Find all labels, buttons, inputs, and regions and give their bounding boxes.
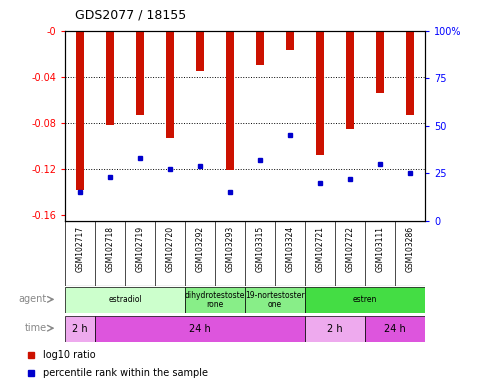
Text: GSM103293: GSM103293 [226, 226, 235, 272]
Text: GSM102719: GSM102719 [136, 226, 145, 272]
Bar [406, 31, 414, 115]
Text: GSM103286: GSM103286 [406, 226, 414, 272]
Bar [227, 31, 234, 170]
Bar [106, 31, 114, 125]
Text: agent: agent [19, 295, 47, 305]
Bar [376, 31, 384, 93]
Bar [65, 287, 185, 313]
Text: 2 h: 2 h [72, 324, 88, 334]
Text: log10 ratio: log10 ratio [43, 349, 96, 360]
Bar [76, 31, 84, 190]
Bar [286, 31, 294, 50]
Bar [305, 316, 365, 342]
Text: GSM103292: GSM103292 [196, 226, 205, 272]
Text: estradiol: estradiol [108, 295, 142, 305]
Bar [185, 287, 245, 313]
Bar [365, 316, 425, 342]
Text: GDS2077 / 18155: GDS2077 / 18155 [75, 8, 186, 21]
Text: GSM102720: GSM102720 [166, 226, 175, 272]
Text: GSM102718: GSM102718 [106, 226, 114, 272]
Text: GSM103111: GSM103111 [376, 226, 384, 272]
Bar [256, 31, 264, 65]
Bar [305, 287, 425, 313]
Text: GSM102717: GSM102717 [76, 226, 85, 272]
Text: GSM102722: GSM102722 [345, 226, 355, 272]
Text: dihydrotestoste
rone: dihydrotestoste rone [185, 291, 245, 309]
Bar [197, 31, 204, 71]
Bar [346, 31, 354, 129]
Text: 24 h: 24 h [189, 324, 211, 334]
Text: estren: estren [353, 295, 377, 305]
Bar [136, 31, 144, 115]
Text: 2 h: 2 h [327, 324, 343, 334]
Text: 19-nortestoster
one: 19-nortestoster one [245, 291, 305, 309]
Bar [65, 316, 95, 342]
Text: GSM103324: GSM103324 [285, 226, 295, 272]
Bar [316, 31, 324, 155]
Text: time: time [25, 323, 47, 333]
Text: 24 h: 24 h [384, 324, 406, 334]
Text: GSM103315: GSM103315 [256, 226, 265, 272]
Text: percentile rank within the sample: percentile rank within the sample [43, 368, 208, 378]
Bar [95, 316, 305, 342]
Bar [167, 31, 174, 138]
Bar [245, 287, 305, 313]
Text: GSM102721: GSM102721 [315, 226, 325, 272]
